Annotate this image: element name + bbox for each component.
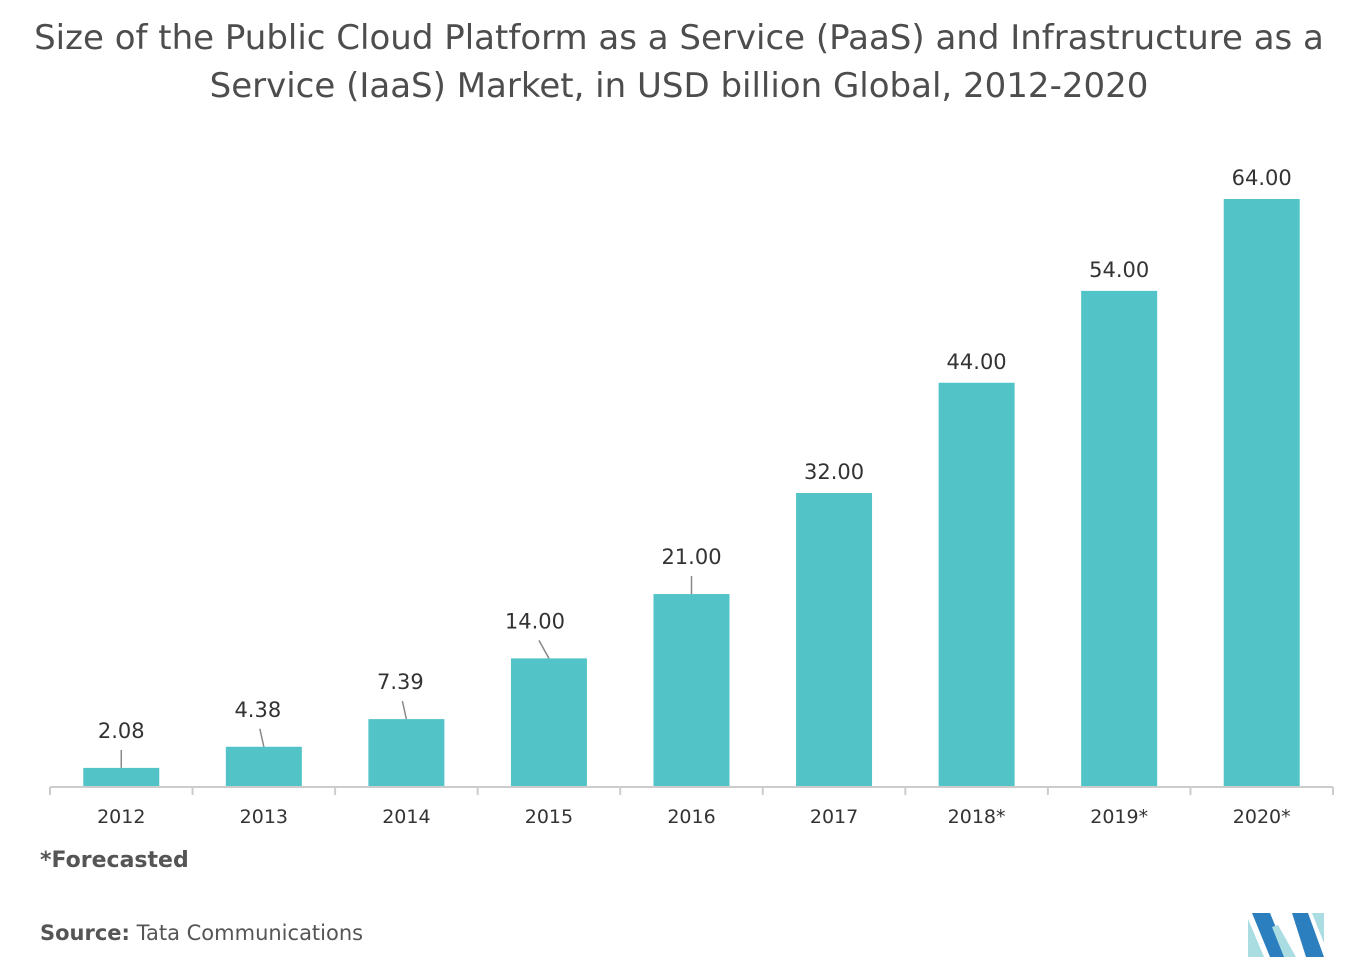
data-label: 7.39 (377, 670, 424, 694)
bars-group (83, 199, 1300, 787)
x-tick-label: 2013 (240, 806, 288, 828)
data-label: 21.00 (661, 545, 721, 569)
chart-title: Size of the Public Cloud Platform as a S… (34, 18, 1324, 106)
data-label: 54.00 (1089, 258, 1149, 282)
data-labels-group: 2.08 4.38 7.39 14.00 21.00 32.00 44.00 54.00 64.… (98, 166, 1292, 743)
logo-shape-left (1248, 919, 1264, 957)
bar-2012 (83, 767, 160, 787)
label-connectors-group (120, 576, 693, 768)
bar-2013 (225, 746, 302, 787)
x-tick-label: 2016 (667, 806, 715, 828)
data-label: 4.38 (234, 698, 281, 722)
logo-shape-middle-light (1272, 925, 1296, 957)
source-line: Source: Tata Communications (40, 921, 363, 945)
bar-2020-forecast (1223, 199, 1300, 787)
label-connector (401, 700, 408, 720)
label-connector (538, 640, 550, 659)
logo-shape-right-light (1312, 913, 1324, 943)
x-tick-label: 2020* (1233, 806, 1291, 828)
source-label: Source: (40, 921, 130, 945)
logo-shape-right (1292, 913, 1324, 957)
data-label: 44.00 (947, 350, 1007, 374)
x-tick-label: 2018* (948, 806, 1006, 828)
x-tick-label: 2012 (97, 806, 145, 828)
data-label: 14.00 (505, 609, 565, 633)
data-label: 32.00 (804, 460, 864, 484)
source-text: Tata Communications (136, 921, 364, 945)
bar-2019-forecast (1081, 290, 1158, 787)
label-connector (259, 728, 265, 747)
bar-2015 (510, 658, 587, 787)
x-tick-label: 2014 (382, 806, 430, 828)
x-axis-tick-labels-group: 2012 2013 2014 2015 2016 2017 2018* 2019* 2020* (97, 806, 1291, 828)
bar-2018-forecast (938, 382, 1015, 787)
forecast-footnote: *Forecasted (40, 848, 189, 873)
data-label: 64.00 (1232, 166, 1292, 190)
bar-2016 (653, 594, 730, 787)
bar-2014 (368, 719, 445, 787)
mordor-logo-icon (1248, 913, 1324, 957)
logo-shape-middle (1252, 913, 1288, 957)
bar-2017 (796, 493, 873, 787)
x-tick-label: 2015 (525, 806, 573, 828)
x-axis-ticks-group (49, 787, 1334, 795)
x-tick-label: 2017 (810, 806, 858, 828)
data-label: 2.08 (98, 719, 145, 743)
x-tick-label: 2019* (1090, 806, 1148, 828)
